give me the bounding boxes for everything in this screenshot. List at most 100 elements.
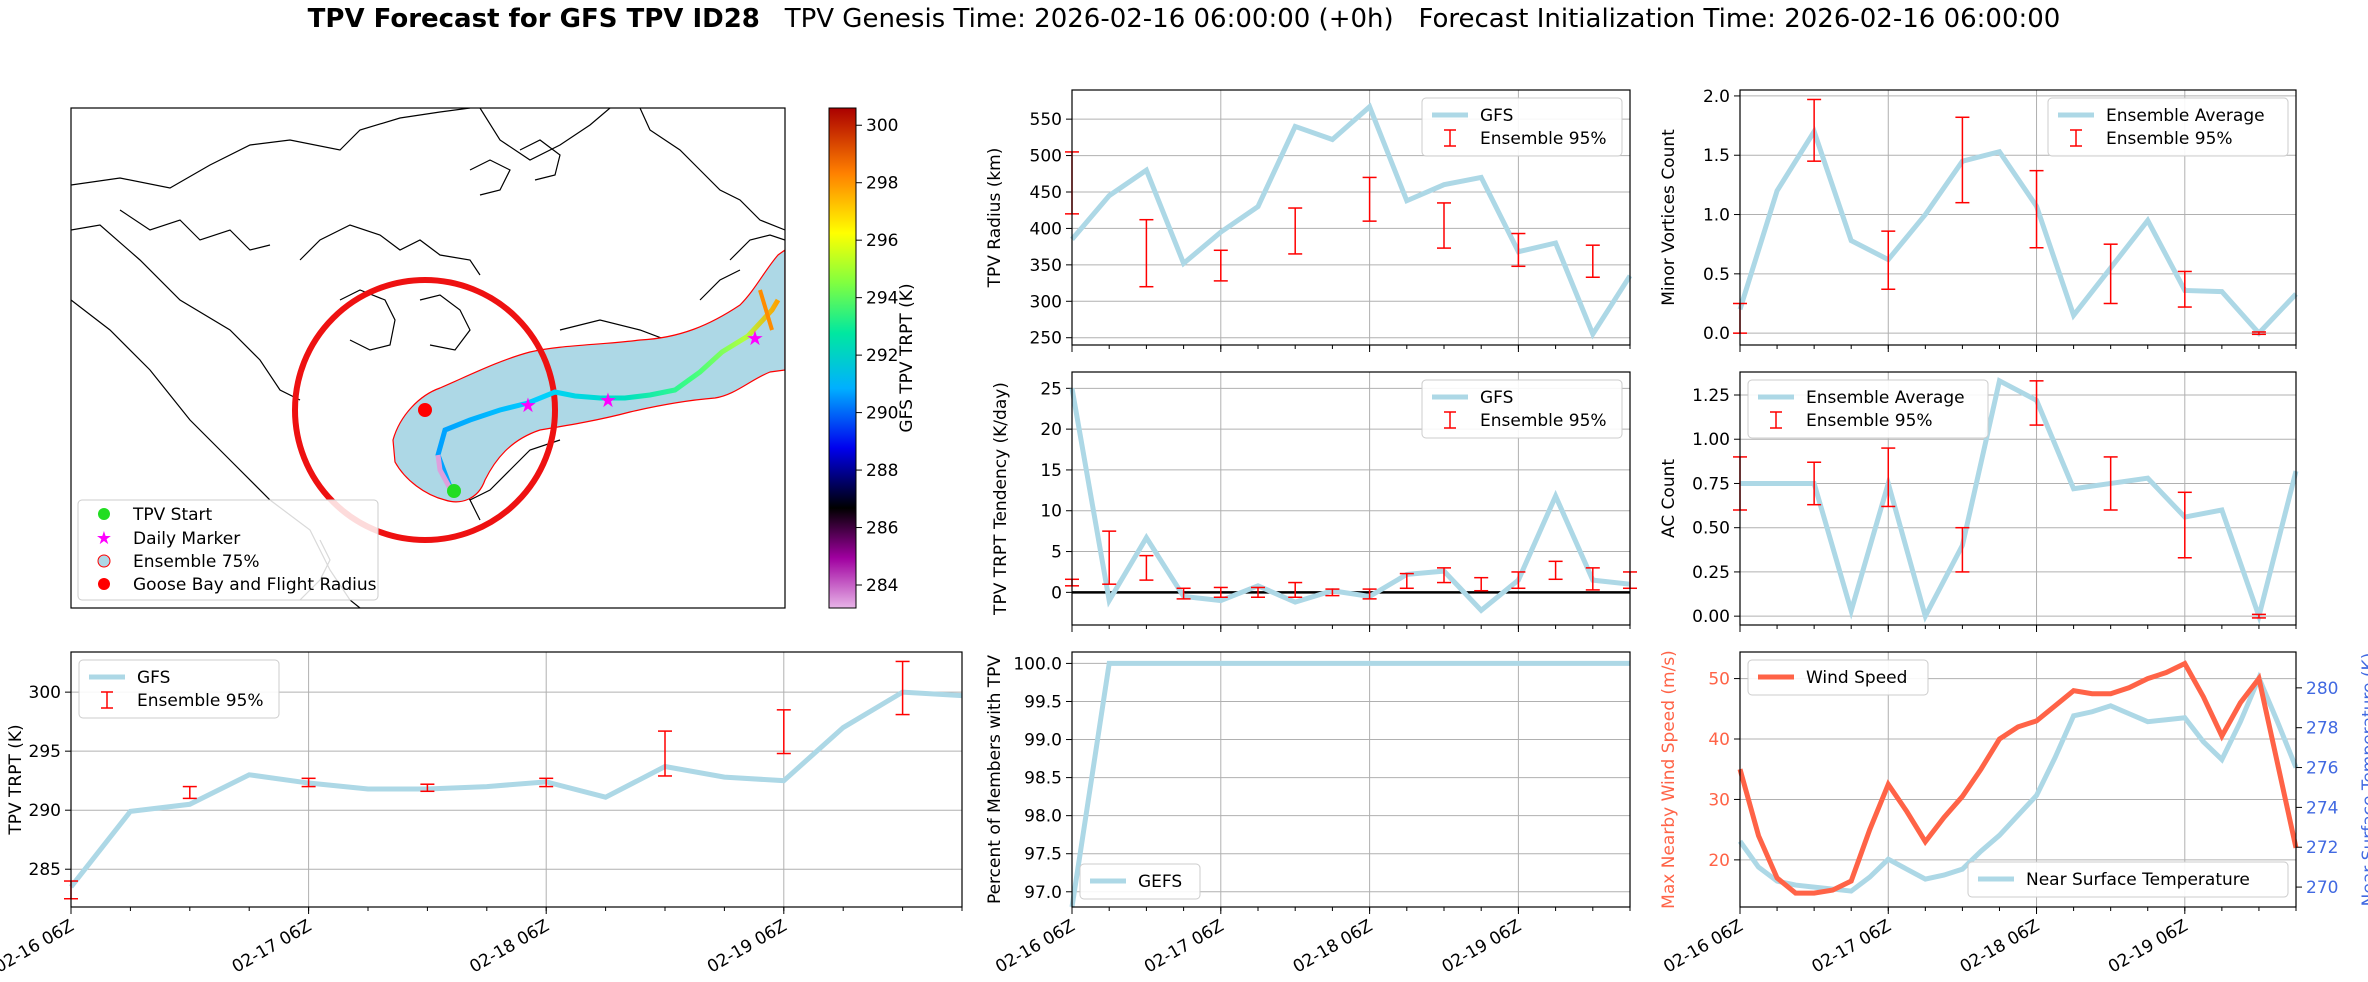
error-bar bbox=[895, 660, 910, 716]
colorbar: 284 286 288 290 292 294 296 298 300 GFS TPV TRPT… bbox=[828, 107, 917, 609]
error-bar bbox=[1176, 587, 1191, 600]
tick-label-y: 25 bbox=[1040, 379, 1062, 399]
axes-frame bbox=[1071, 371, 1631, 626]
error-bar bbox=[1139, 218, 1154, 288]
error-bar bbox=[1437, 202, 1451, 249]
legend-box bbox=[1421, 379, 1623, 439]
axes-frame bbox=[1739, 371, 2297, 626]
error-bar bbox=[2103, 243, 2118, 305]
legend-label: GFS bbox=[1480, 106, 1513, 126]
legend: Near Surface Temperature bbox=[1967, 861, 2289, 898]
legend-label: Ensemble Average bbox=[2106, 106, 2265, 126]
tick-label-x: 02-18 06Z bbox=[1290, 916, 1376, 977]
tick-label-y: 20 bbox=[1040, 420, 1062, 440]
legend: Wind Speed bbox=[1747, 659, 1929, 696]
tpv-track bbox=[435, 298, 781, 493]
legend-label: Ensemble Average bbox=[1806, 388, 1965, 408]
error-bar bbox=[1251, 586, 1265, 599]
tick-label-y: 295 bbox=[29, 742, 61, 762]
error-bar bbox=[1881, 447, 1896, 508]
series-temperature bbox=[1737, 671, 2299, 894]
error-bar bbox=[1585, 567, 1600, 591]
legend-label: Ensemble 95% bbox=[1480, 411, 1607, 431]
tick-label-y: 1.0 bbox=[1703, 206, 1730, 226]
tick-label-x: 02-19 06Z bbox=[1439, 916, 1525, 977]
series-line bbox=[1069, 387, 1631, 614]
ensemble-75-region bbox=[392, 249, 785, 503]
legend-ensemble-icon bbox=[97, 554, 111, 568]
error-bar bbox=[2029, 380, 2044, 426]
daily-marker: ★ bbox=[599, 388, 617, 412]
legend-start-label: TPV Start bbox=[132, 505, 213, 525]
legend-daily-icon: ★ bbox=[96, 528, 112, 549]
ylabel: Minor Vortices Count bbox=[1659, 129, 1679, 306]
axes-frame bbox=[1071, 651, 1631, 908]
axes-frame bbox=[1739, 89, 2297, 346]
ylabel: TPV Radius (km) bbox=[985, 148, 1005, 289]
daily-marker: ★ bbox=[519, 393, 537, 417]
legend-box bbox=[1747, 379, 1989, 439]
tick-label-y: 97.0 bbox=[1024, 883, 1062, 903]
tick-label-y-right: 280 bbox=[2306, 679, 2338, 699]
tick-label-y: 2.0 bbox=[1703, 87, 1730, 107]
legend-label: Near Surface Temperature bbox=[2026, 870, 2250, 890]
tick-label-y: 0.0 bbox=[1703, 324, 1730, 344]
daily-marker: ★ bbox=[746, 326, 764, 350]
legend-goosebay-icon bbox=[98, 578, 110, 590]
ylabel: TPV TRPT (K) bbox=[6, 724, 26, 835]
error-bar bbox=[1399, 572, 1414, 590]
error-bar bbox=[1213, 249, 1228, 282]
legend: GFS Ensemble 95% bbox=[78, 659, 280, 719]
legend: GEFS bbox=[1079, 863, 1201, 900]
tick-label-y: 1.00 bbox=[1692, 430, 1730, 450]
error-bar bbox=[2251, 331, 2266, 336]
tick-label-x: 02-17 06Z bbox=[1141, 916, 1227, 977]
series-wind-speed bbox=[1737, 660, 2299, 896]
colorbar-tick-label: 300 bbox=[866, 116, 898, 136]
tick-label-y: 285 bbox=[29, 860, 61, 880]
legend-label: Ensemble 95% bbox=[2106, 129, 2233, 149]
tick-label-y: 0.25 bbox=[1692, 563, 1730, 583]
error-bar bbox=[1102, 530, 1117, 585]
legend-daily-label: Daily Marker bbox=[133, 529, 240, 549]
error-bar bbox=[1955, 116, 1970, 204]
error-bar bbox=[1548, 560, 1563, 581]
error-bar bbox=[539, 777, 554, 788]
error-bar bbox=[420, 783, 435, 793]
flight-radius-circle bbox=[292, 277, 558, 543]
tick-label-x: 02-16 06Z bbox=[992, 916, 1078, 977]
tick-label-y: 400 bbox=[1030, 219, 1062, 239]
tick-label-y: 97.5 bbox=[1024, 845, 1062, 865]
error-bar bbox=[1139, 554, 1154, 581]
chart-minor: 0.0 0.5 1.0 1.5 2.0 Minor Vortices Count Ensem… bbox=[1659, 87, 2298, 352]
colorbar-tick-label: 284 bbox=[866, 576, 898, 596]
error-bar bbox=[1585, 244, 1600, 278]
colorbar-tick-label: 286 bbox=[866, 519, 898, 539]
series-line bbox=[69, 689, 963, 889]
tick-label-y: 290 bbox=[29, 801, 61, 821]
chart-percent: 97.0 97.5 98.0 98.5 99.0 99.5 100.0 02-16 06Z 02… bbox=[985, 651, 1631, 977]
tpv-start-marker bbox=[447, 484, 461, 498]
legend-box bbox=[1967, 861, 2289, 898]
tick-label-y-right: 278 bbox=[2306, 719, 2338, 739]
legend-ensemble-label: Ensemble 75% bbox=[133, 552, 260, 572]
error-bar bbox=[2251, 613, 2266, 619]
tick-label-y: 0.50 bbox=[1692, 519, 1730, 539]
error-bar bbox=[1955, 526, 1970, 573]
error-bar bbox=[776, 709, 791, 755]
error-bar bbox=[301, 777, 316, 788]
title-init: Forecast Initialization Time: 2026-02-16… bbox=[1418, 4, 2061, 34]
tpv-track-start bbox=[435, 454, 455, 494]
tick-label-x: 02-18 06Z bbox=[1957, 916, 2043, 977]
error-bar bbox=[2103, 456, 2118, 511]
legend: Ensemble Average Ensemble 95% bbox=[1747, 379, 1989, 439]
figure-title: TPV Forecast for GFS TPV ID28 TPV Genesi… bbox=[0, 4, 2368, 34]
error-bar bbox=[1807, 461, 1822, 506]
legend: GFS Ensemble 95% bbox=[1421, 379, 1623, 439]
tick-label-y: 250 bbox=[1030, 329, 1062, 349]
colorbar-tick-label: 298 bbox=[866, 174, 898, 194]
colorbar-label: GFS TPV TRPT (K) bbox=[897, 283, 917, 432]
tick-label-x: 02-18 06Z bbox=[466, 916, 552, 977]
chart-radius: 250 300 350 400 450 500 550 TPV Radius (km) GFS E… bbox=[985, 89, 1633, 352]
tick-label-y: 98.5 bbox=[1024, 769, 1062, 789]
